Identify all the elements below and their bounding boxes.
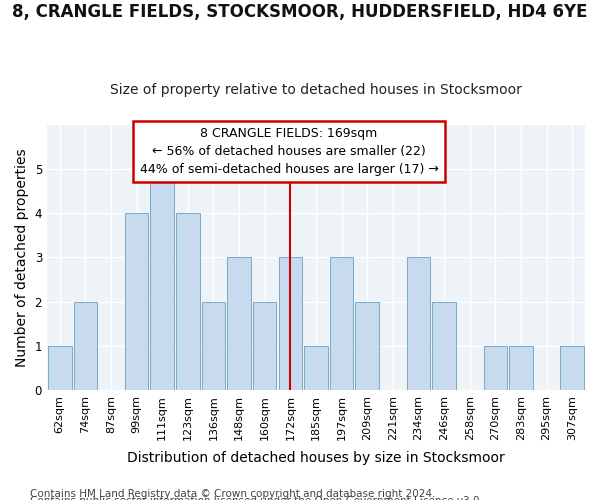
Bar [202, 302, 225, 390]
Text: Contains HM Land Registry data © Crown copyright and database right 2024.: Contains HM Land Registry data © Crown c… [30, 489, 436, 499]
Bar [227, 258, 251, 390]
Bar [355, 302, 379, 390]
Bar [560, 346, 584, 390]
Bar [330, 258, 353, 390]
Bar [151, 169, 174, 390]
Bar [407, 258, 430, 390]
Bar [253, 302, 277, 390]
Bar [509, 346, 533, 390]
X-axis label: Distribution of detached houses by size in Stocksmoor: Distribution of detached houses by size … [127, 451, 505, 465]
Bar [484, 346, 507, 390]
Y-axis label: Number of detached properties: Number of detached properties [15, 148, 29, 366]
Bar [176, 213, 200, 390]
Bar [432, 302, 456, 390]
Bar [304, 346, 328, 390]
Text: 8 CRANGLE FIELDS: 169sqm
← 56% of detached houses are smaller (22)
44% of semi-d: 8 CRANGLE FIELDS: 169sqm ← 56% of detach… [140, 127, 439, 176]
Bar [74, 302, 97, 390]
Bar [278, 258, 302, 390]
Title: Size of property relative to detached houses in Stocksmoor: Size of property relative to detached ho… [110, 83, 522, 97]
Text: 8, CRANGLE FIELDS, STOCKSMOOR, HUDDERSFIELD, HD4 6YE: 8, CRANGLE FIELDS, STOCKSMOOR, HUDDERSFI… [12, 2, 588, 21]
Bar [48, 346, 71, 390]
Text: Contains public sector information licensed under the Open Government Licence v3: Contains public sector information licen… [30, 496, 483, 500]
Bar [125, 213, 148, 390]
